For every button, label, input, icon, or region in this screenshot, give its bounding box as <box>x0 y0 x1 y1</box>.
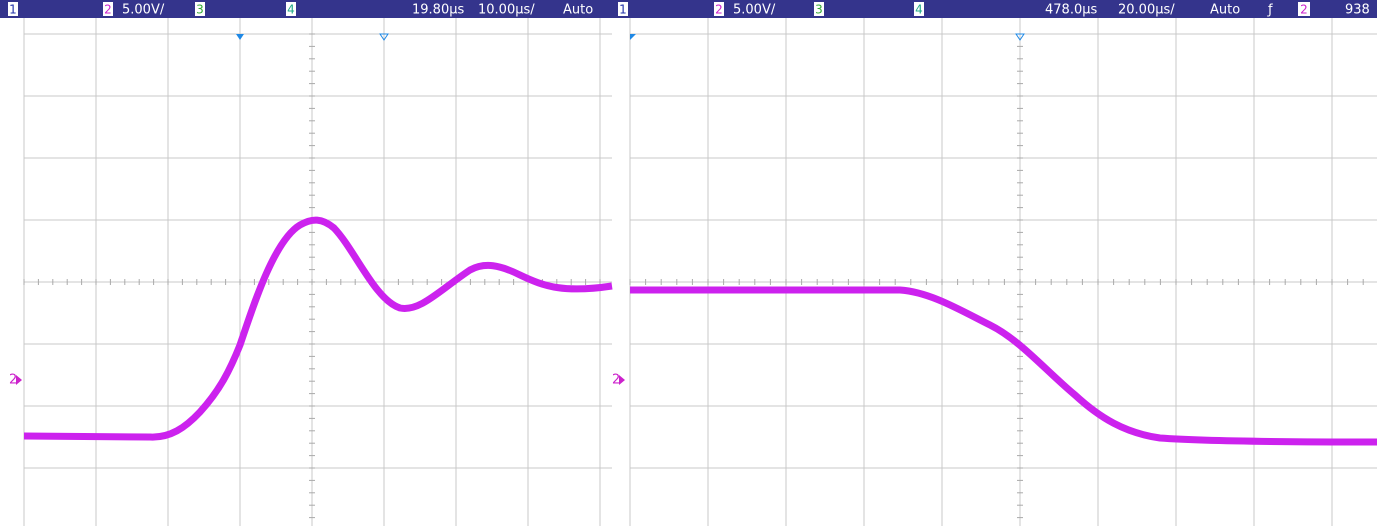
channel-2: 2 <box>715 3 723 17</box>
mode: Auto <box>1210 3 1240 18</box>
delay-marker <box>379 33 389 41</box>
channel-box <box>814 2 824 16</box>
trace <box>23 216 613 441</box>
timebase: 10.00µs/ <box>478 3 535 18</box>
channel-box <box>1298 2 1310 16</box>
channel-box <box>618 2 628 16</box>
trigger-marker <box>630 34 636 40</box>
header-bar <box>0 0 615 18</box>
trigger-level: 938 <box>1345 3 1370 18</box>
channel-box <box>8 2 18 16</box>
channel-box <box>103 2 113 16</box>
channel-box <box>914 2 924 16</box>
layout <box>23 18 1377 526</box>
channel-marker: 2 <box>612 373 620 388</box>
channel-box <box>714 2 724 16</box>
channel-2: 2 <box>104 3 112 17</box>
marker-arrow <box>16 375 22 385</box>
delay-marker <box>1015 33 1025 41</box>
trigger-slope: ƒ <box>1267 3 1273 18</box>
channel-3: 3 <box>815 3 823 17</box>
channel-box <box>195 2 205 16</box>
trigger-marker <box>236 34 244 40</box>
marker-arrow <box>619 375 625 385</box>
channel-box <box>286 2 296 16</box>
delay: 19.80µs <box>412 3 464 18</box>
scale: 5.00V/ <box>733 3 776 18</box>
channel-4: 4 <box>915 3 923 17</box>
channel-1: 1 <box>619 3 627 17</box>
channel-1: 1 <box>9 3 17 17</box>
header-bar <box>615 0 1377 18</box>
channel-4: 4 <box>287 3 295 17</box>
trigger-source: 2 <box>1300 3 1308 17</box>
timebase: 20.00µs/ <box>1118 3 1175 18</box>
channel-3: 3 <box>196 3 204 17</box>
scale: 5.00V/ <box>122 3 165 18</box>
delay: 478.0µs <box>1045 3 1097 18</box>
channel-marker: 2 <box>9 373 17 388</box>
trace <box>630 286 1377 446</box>
mode: Auto <box>563 3 593 18</box>
